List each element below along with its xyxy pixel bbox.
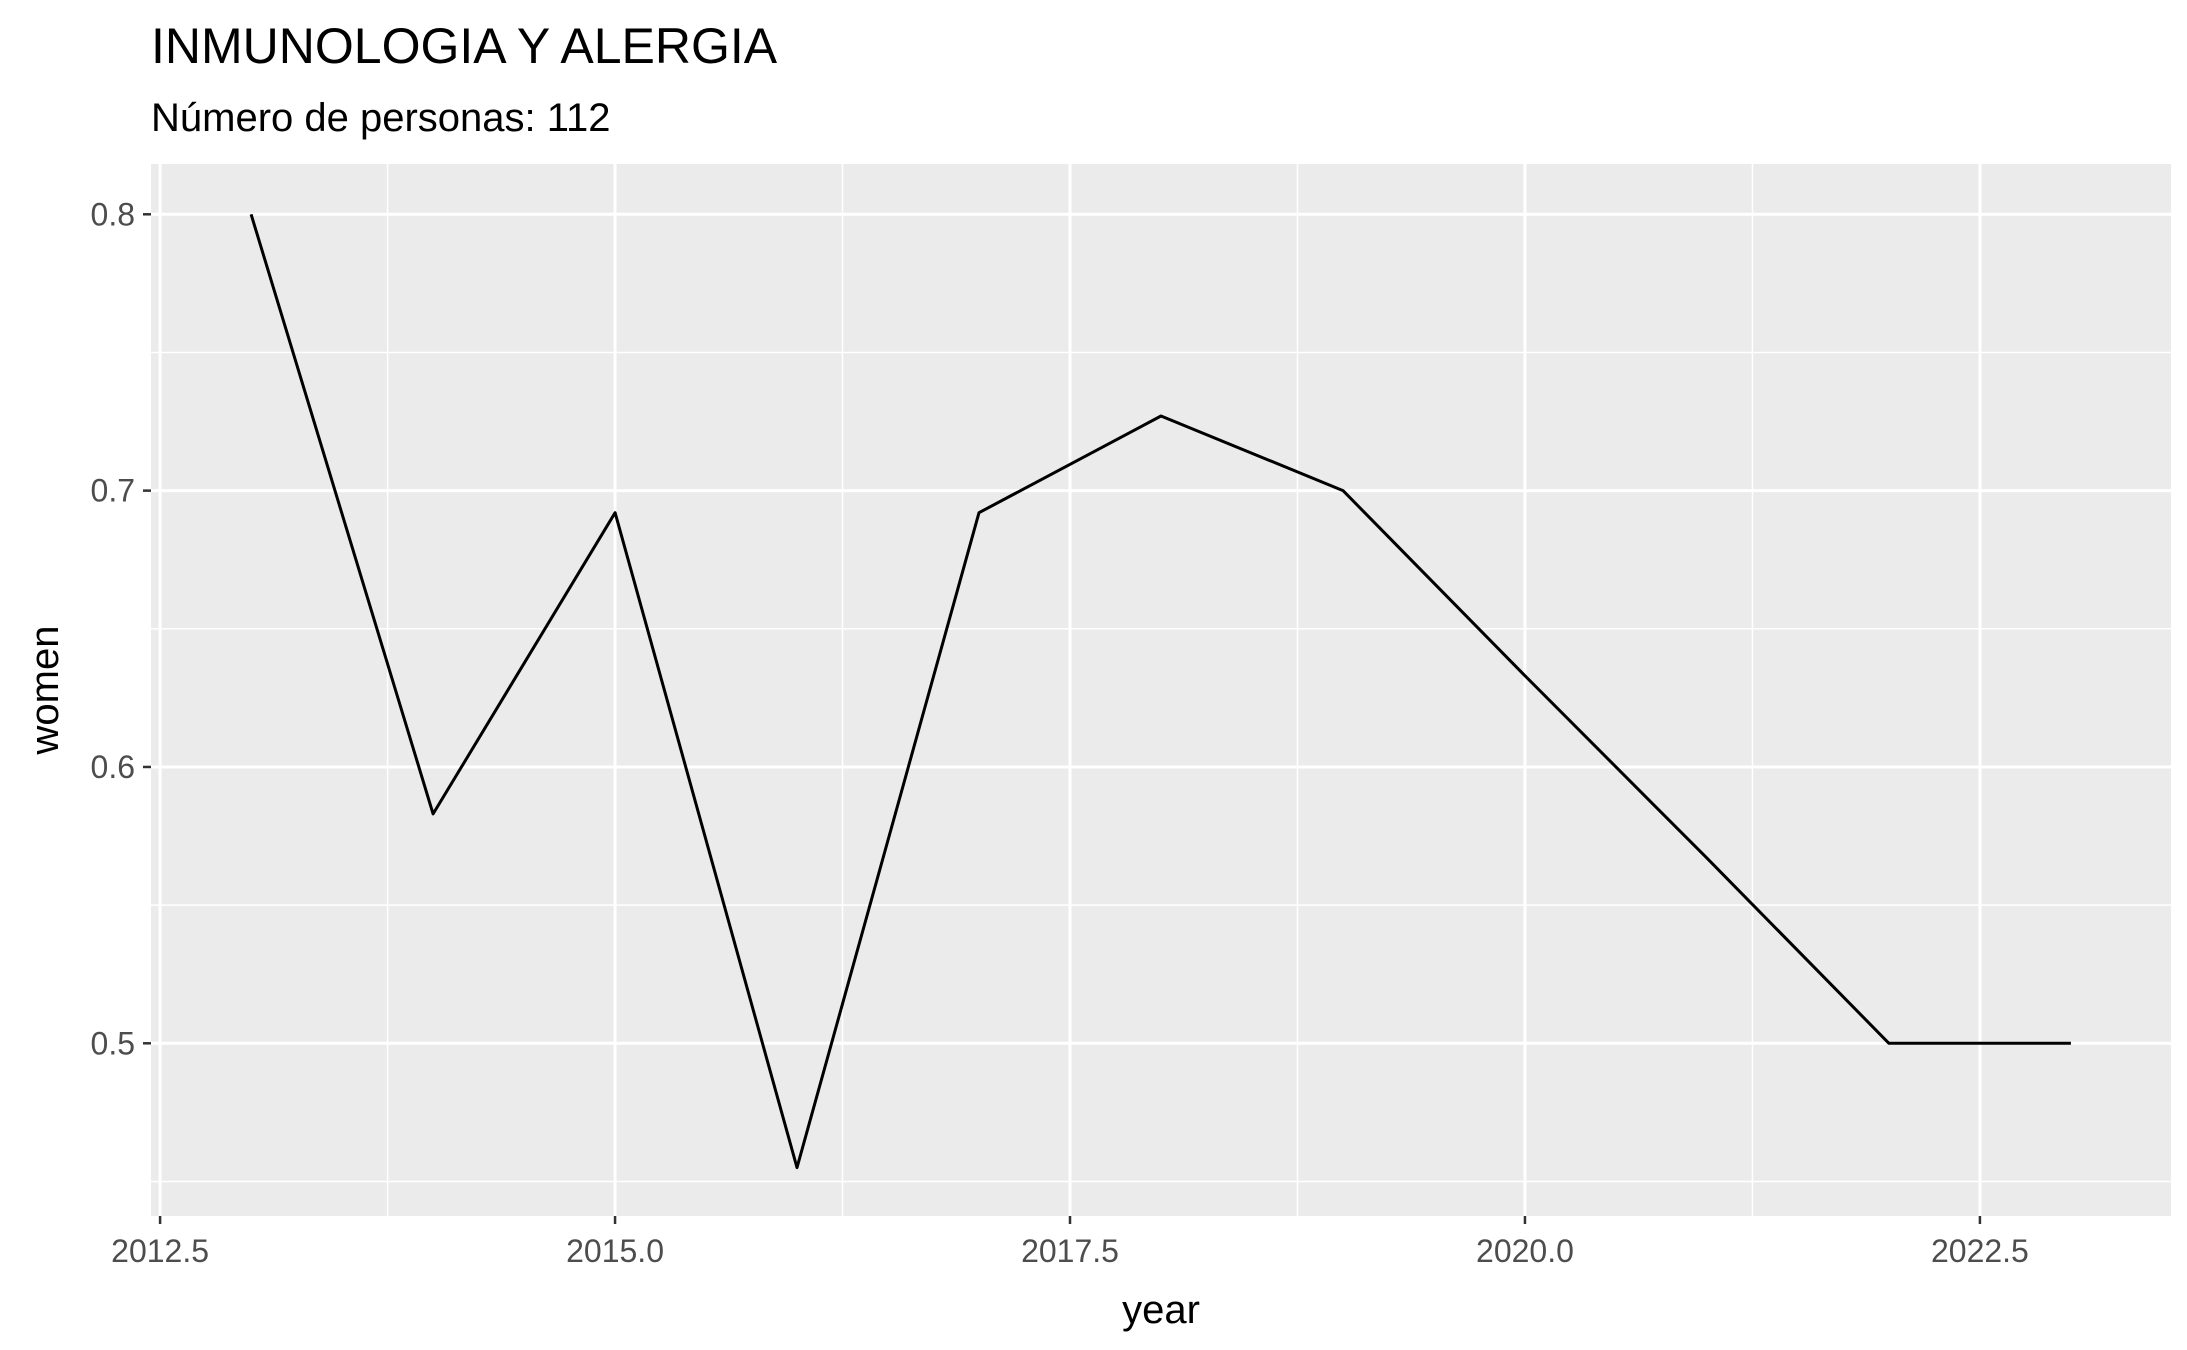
minor-gridlines xyxy=(151,164,2171,1216)
x-tick-label: 2020.0 xyxy=(1476,1233,1574,1269)
series-layer xyxy=(249,213,2071,1170)
x-axis: 2012.5 2015.0 2017.5 2020.0 2022.5 xyxy=(111,1216,2029,1269)
x-axis-label: year xyxy=(1122,1288,1200,1332)
y-axis-label: women xyxy=(23,626,67,756)
x-tick-label: 2022.5 xyxy=(1931,1233,2029,1269)
chart-title: INMUNOLOGIA Y ALERGIA xyxy=(151,18,778,74)
major-gridlines xyxy=(151,164,2171,1216)
x-tick-label: 2017.5 xyxy=(1021,1233,1119,1269)
y-tick-label: 0.8 xyxy=(91,196,135,232)
y-tick-label: 0.6 xyxy=(91,749,135,785)
x-tick-label: 2015.0 xyxy=(566,1233,664,1269)
series-line xyxy=(249,213,2071,1170)
x-tick-label: 2012.5 xyxy=(111,1233,209,1269)
chart-subtitle: Número de personas: 112 xyxy=(151,96,611,140)
y-tick-label: 0.7 xyxy=(91,473,135,509)
y-axis: 0.5 0.6 0.7 0.8 xyxy=(91,196,151,1061)
plot-panel xyxy=(151,164,2171,1216)
y-tick-label: 0.5 xyxy=(91,1025,135,1061)
